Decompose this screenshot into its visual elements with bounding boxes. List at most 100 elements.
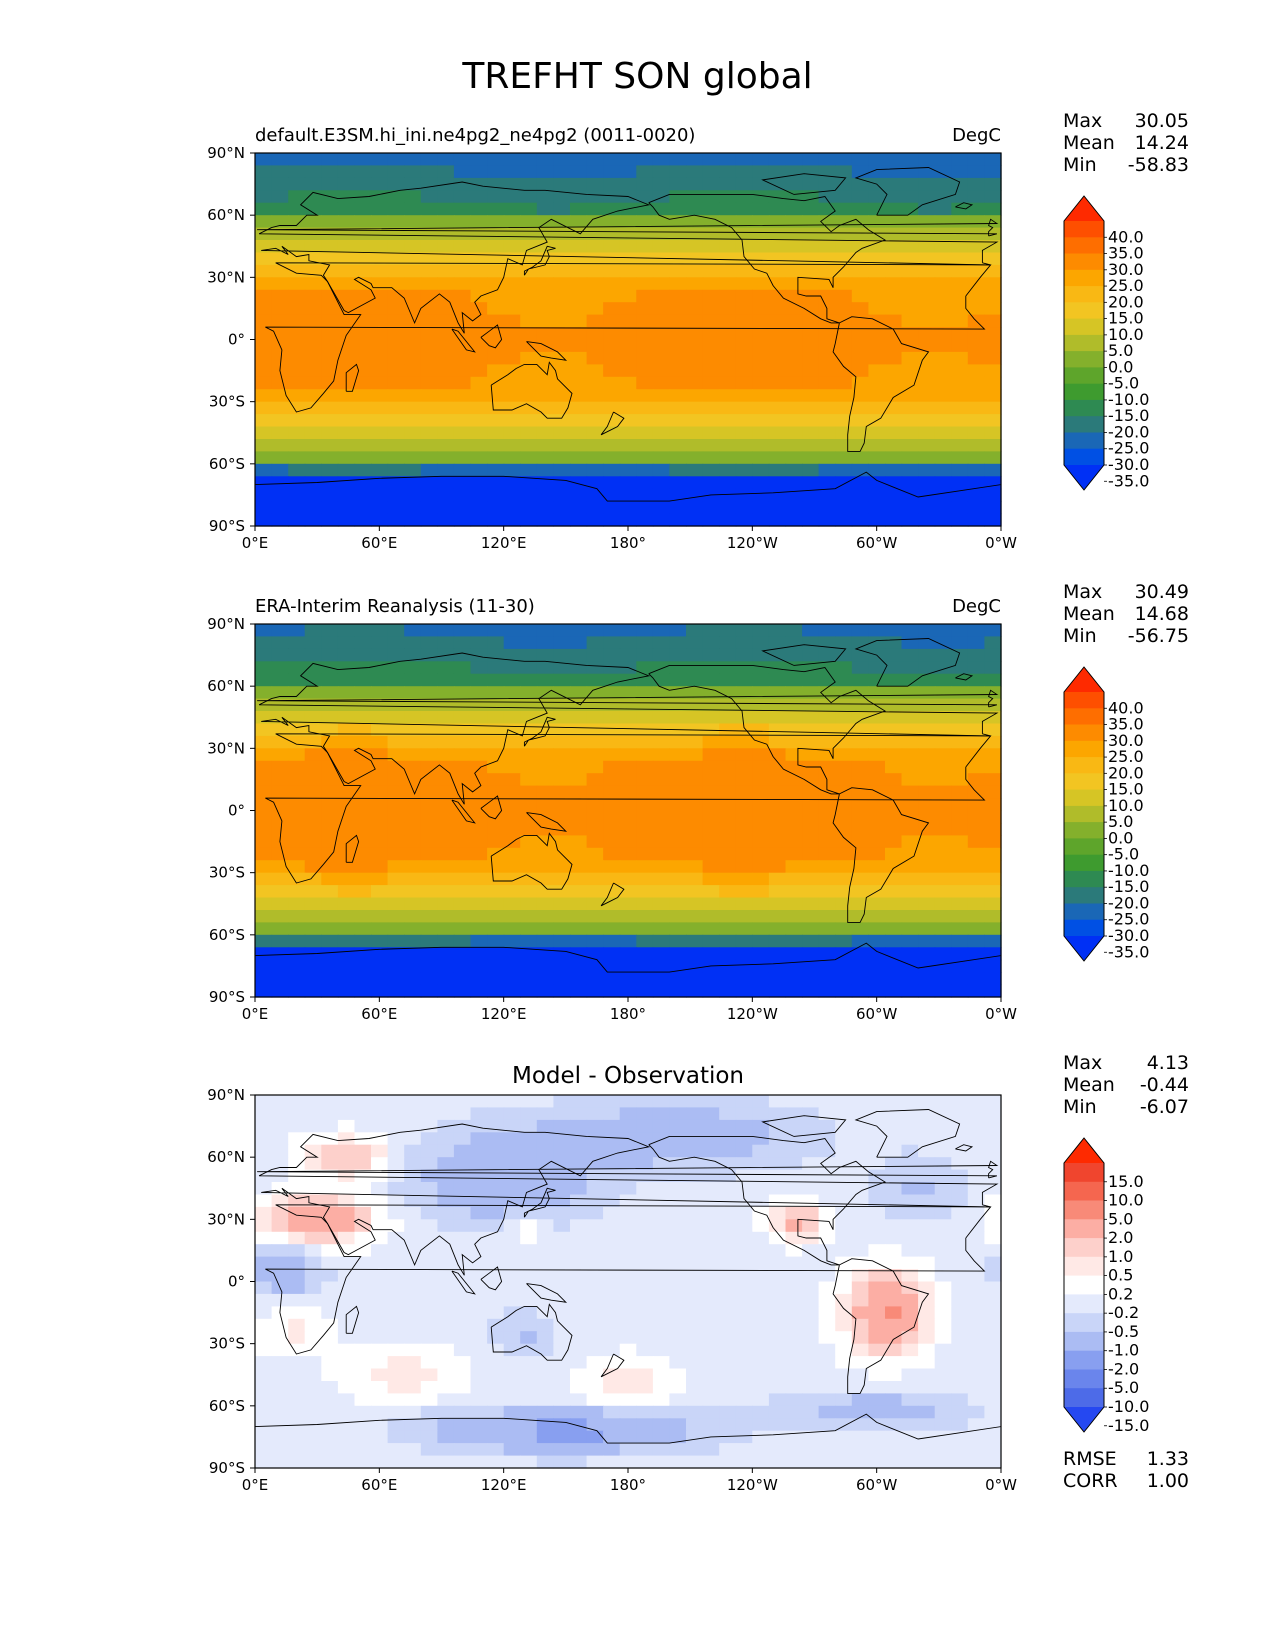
field-cell bbox=[669, 314, 687, 328]
field-cell bbox=[321, 488, 339, 502]
lon-tick-label: 120°W bbox=[727, 1005, 778, 1023]
lat-tick-label: 60°S bbox=[209, 926, 245, 944]
field-cell bbox=[321, 463, 339, 477]
field-cell bbox=[636, 624, 654, 637]
field-cell bbox=[934, 401, 952, 415]
field-cell bbox=[868, 835, 886, 849]
field-cell bbox=[818, 1206, 836, 1220]
field-cell bbox=[570, 1095, 588, 1108]
field-cell bbox=[735, 648, 753, 662]
field-cell bbox=[487, 711, 505, 724]
field-cell bbox=[487, 1244, 505, 1258]
field-cell bbox=[503, 860, 521, 874]
field-cell bbox=[652, 1418, 671, 1432]
field-cell bbox=[487, 1368, 505, 1382]
coastline bbox=[526, 812, 568, 832]
field-cell bbox=[553, 426, 571, 440]
field-cell bbox=[652, 1393, 671, 1407]
field-cell bbox=[652, 476, 671, 490]
field-cell bbox=[420, 760, 438, 774]
field-cell bbox=[818, 488, 836, 502]
field-cell bbox=[487, 860, 505, 874]
field-cell bbox=[553, 934, 571, 948]
field-cell bbox=[885, 1318, 903, 1332]
field-cell bbox=[686, 1430, 704, 1444]
field-cell bbox=[934, 351, 952, 365]
field-cell bbox=[337, 1144, 356, 1158]
field-cell bbox=[437, 227, 455, 241]
field-cell bbox=[802, 1393, 820, 1407]
field-cell bbox=[868, 822, 886, 836]
field-cell bbox=[536, 215, 554, 229]
field-cell bbox=[570, 798, 588, 812]
field-cell bbox=[288, 810, 306, 824]
field-cell bbox=[570, 686, 588, 700]
field-cell bbox=[619, 922, 637, 936]
field-cell bbox=[686, 636, 704, 650]
field-cell bbox=[735, 1107, 753, 1121]
field-cell bbox=[453, 1318, 472, 1332]
field-cell bbox=[420, 488, 438, 502]
field-cell bbox=[752, 773, 770, 787]
field-cell bbox=[934, 389, 952, 403]
field-cell bbox=[570, 351, 588, 365]
field-cell bbox=[470, 1119, 488, 1133]
field-cell bbox=[304, 389, 322, 403]
field-cell bbox=[951, 1219, 969, 1233]
field-cell bbox=[835, 351, 853, 365]
field-cell bbox=[967, 773, 985, 787]
field-cell bbox=[851, 661, 869, 675]
field-cell bbox=[520, 1231, 538, 1245]
field-cell bbox=[868, 426, 886, 440]
field-cell bbox=[387, 1405, 405, 1419]
field-cell bbox=[768, 1455, 787, 1469]
field-cell bbox=[752, 1256, 770, 1270]
field-cell bbox=[686, 934, 704, 948]
field-cell bbox=[603, 711, 621, 724]
field-cell bbox=[885, 1443, 903, 1457]
field-cell bbox=[951, 1430, 969, 1444]
field-cell bbox=[918, 972, 936, 986]
field-cell bbox=[918, 401, 936, 415]
field-cell bbox=[354, 339, 372, 353]
field-cell bbox=[553, 252, 571, 266]
field-cell bbox=[404, 1244, 422, 1258]
field-cell bbox=[785, 1418, 803, 1432]
field-cell bbox=[868, 1343, 886, 1357]
field-cell bbox=[553, 723, 571, 737]
field-cell bbox=[785, 735, 803, 749]
field-cell bbox=[885, 1119, 903, 1133]
field-cell bbox=[255, 302, 273, 316]
field-cell bbox=[967, 1418, 985, 1432]
field-cell bbox=[851, 202, 869, 216]
colorbar-tick-label: 0.0 bbox=[1108, 357, 1133, 376]
field-cell bbox=[470, 810, 488, 824]
field-cell bbox=[570, 513, 588, 527]
field-cell bbox=[487, 686, 505, 700]
field-cell bbox=[271, 1194, 289, 1208]
field-cell bbox=[785, 252, 803, 266]
field-cell bbox=[371, 240, 389, 253]
field-cell bbox=[453, 1393, 472, 1407]
field-cell bbox=[371, 401, 389, 415]
field-cell bbox=[337, 1306, 356, 1320]
field-cell bbox=[901, 314, 919, 328]
field-cell bbox=[768, 947, 787, 961]
field-cell bbox=[570, 673, 588, 687]
field-cell bbox=[702, 314, 720, 328]
field-cell bbox=[752, 277, 770, 291]
field-cell bbox=[868, 1430, 886, 1444]
field-cell bbox=[553, 389, 571, 403]
field-cell bbox=[719, 760, 737, 774]
lon-tick-label: 0°E bbox=[242, 1005, 269, 1023]
field-cell bbox=[354, 1343, 372, 1357]
field-cell bbox=[752, 835, 770, 849]
field-cell bbox=[255, 339, 273, 353]
field-cell bbox=[337, 748, 356, 762]
field-cell bbox=[967, 959, 985, 973]
field-cell bbox=[487, 785, 505, 799]
field-cell bbox=[503, 1182, 521, 1195]
field-cell bbox=[619, 153, 637, 166]
field-cell bbox=[603, 1144, 621, 1158]
field-cell bbox=[686, 835, 704, 849]
